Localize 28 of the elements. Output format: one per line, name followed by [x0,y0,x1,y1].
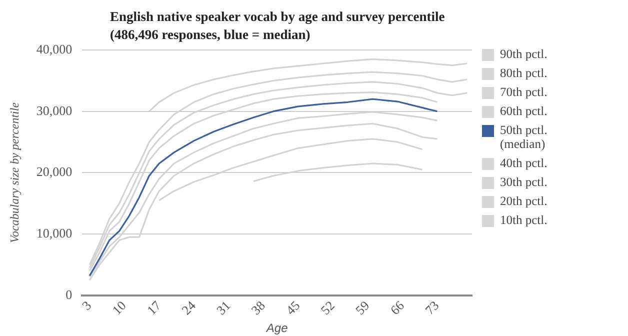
x-tick-label: 59 [352,298,372,318]
legend-label: 10th pctl. [500,213,548,227]
x-tick-label: 73 [422,298,442,318]
y-axis-title: Vocabulary size by percentile [7,102,22,243]
x-tick-label: 45 [282,298,303,318]
x-tick-label: 52 [318,298,338,318]
legend-label: 30th pctl. [500,175,548,189]
y-tick-label: 20,000 [36,164,72,180]
x-tick-label: 3 [78,298,94,314]
legend-label: 20th pctl. [500,194,548,208]
y-tick-label: 0 [66,286,72,302]
legend-label: 50th pctl. (median) [500,123,548,151]
legend-label: 40th pctl. [500,156,548,170]
x-tick-label: 10 [109,298,129,318]
y-tick-label: 40,000 [36,41,72,56]
legend-label: 60th pctl. [500,104,548,118]
x-tick-label: 38 [248,298,268,318]
legend-label: 90th pctl. [500,47,548,61]
x-tick-label: 66 [387,297,408,318]
legend-label: 70th pctl. [500,85,548,99]
legend-label: 80th pctl. [500,66,548,80]
x-tick-label: 17 [144,297,164,318]
x-tick-label: 31 [213,298,234,318]
y-tick-label: 30,000 [36,102,72,118]
x-tick-label: 24 [178,297,199,318]
y-tick-label: 10,000 [36,225,72,240]
x-axis-title: Age [265,321,288,336]
chart-title: English native speaker vocab by age and survey percentile (486,496 responses, blue = median) [110,8,446,44]
